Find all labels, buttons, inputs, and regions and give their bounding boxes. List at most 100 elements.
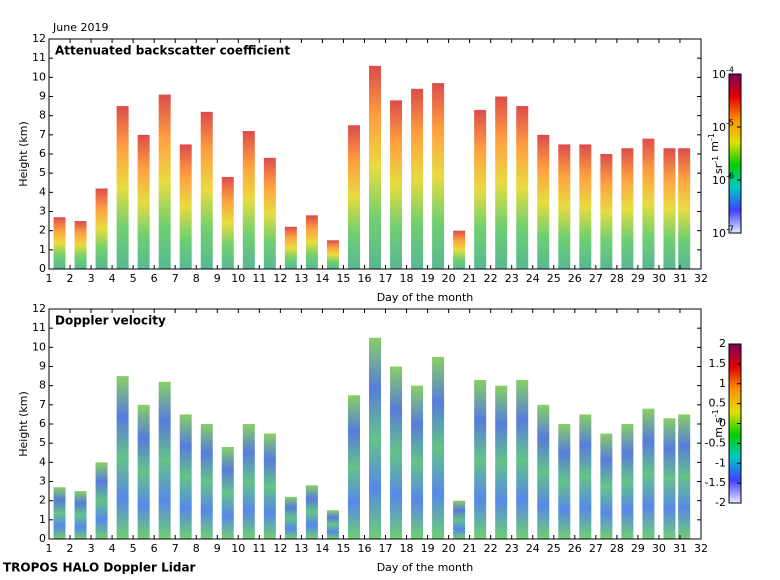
profile-column	[495, 385, 508, 539]
y-tick-label: 8	[39, 109, 46, 122]
x-tick-label: 6	[151, 542, 158, 555]
profile-column	[263, 157, 276, 269]
x-tick-label: 17	[379, 542, 393, 555]
colorbar-tick-label: 1	[719, 377, 726, 390]
profile-column	[678, 414, 691, 539]
profile-column	[137, 404, 150, 539]
x-tick-label: 26	[568, 542, 582, 555]
y-tick-label: 5	[39, 436, 46, 449]
x-tick-label: 29	[631, 272, 645, 285]
footer: TROPOS HALO Doppler Lidar	[3, 561, 196, 575]
y-tick-label: 1	[39, 513, 46, 526]
colorbar-tick-label: 10	[712, 121, 726, 134]
x-tick-label: 3	[88, 272, 95, 285]
y-tick-label: 7	[39, 128, 46, 141]
y-tick-label: 3	[39, 475, 46, 488]
x-tick-label: 7	[172, 272, 179, 285]
profile-column	[326, 510, 339, 539]
profile-column	[95, 188, 108, 269]
y-tick-label: 4	[39, 185, 46, 198]
x-tick-label: 13	[294, 272, 308, 285]
x-tick-label: 28	[610, 542, 624, 555]
x-tick-label: 19	[421, 272, 435, 285]
colorbar-tick-exponent: -7	[726, 225, 734, 234]
x-tick-label: 31	[673, 542, 687, 555]
colorbar-tick-label: 10	[712, 68, 726, 81]
x-tick-label: 10	[231, 542, 245, 555]
y-axis-label: Height (km)	[17, 121, 30, 187]
x-tick-label: 24	[526, 272, 540, 285]
x-tick-label: 9	[214, 272, 221, 285]
profile-column	[305, 215, 318, 269]
y-tick-label: 11	[32, 321, 46, 334]
x-tick-label: 22	[484, 542, 498, 555]
colorbar-tick-label: 10	[712, 174, 726, 187]
profile-column	[369, 65, 381, 269]
x-tick-label: 12	[273, 272, 287, 285]
x-tick-label: 17	[379, 272, 393, 285]
y-tick-label: 10	[32, 70, 46, 83]
x-tick-label: 28	[610, 272, 624, 285]
unit-exponent: -1	[707, 133, 716, 141]
profile-column	[74, 221, 87, 269]
profile-column	[116, 376, 129, 539]
y-tick-label: 0	[39, 532, 46, 545]
profile-column	[453, 500, 466, 539]
y-tick-label: 0	[39, 262, 46, 275]
x-tick-label: 4	[109, 272, 116, 285]
x-tick-label: 3	[88, 542, 95, 555]
profile-column	[200, 424, 213, 539]
x-tick-label: 9	[214, 542, 221, 555]
profile-column	[453, 230, 466, 269]
x-tick-label: 20	[442, 272, 456, 285]
x-tick-label: 27	[589, 272, 603, 285]
y-tick-label: 9	[39, 360, 46, 373]
profile-column	[663, 418, 676, 539]
profile-column	[621, 148, 634, 269]
y-tick-label: 2	[39, 494, 46, 507]
profile-column	[326, 240, 339, 269]
x-tick-label: 5	[130, 272, 137, 285]
date-label: June 2019	[52, 21, 108, 34]
profile-column	[432, 356, 445, 539]
colorbar-tick-label: 2	[719, 337, 726, 350]
x-tick-label: 14	[315, 272, 329, 285]
colorbar-units: sr-1m-1	[707, 133, 726, 174]
profile-column	[558, 424, 571, 539]
profile-column	[390, 366, 403, 539]
x-tick-label: 18	[400, 272, 414, 285]
colorbar-tick-label: 0	[719, 417, 726, 430]
unit-base: m	[712, 427, 725, 438]
profile-column	[663, 148, 676, 269]
colorbar-tick-label: 0.5	[709, 397, 727, 410]
x-axis-label: Day of the month	[377, 561, 474, 574]
unit-exponent: -1	[711, 409, 720, 417]
profile-column	[221, 177, 234, 269]
x-tick-label: 30	[652, 542, 666, 555]
profile-column	[600, 154, 613, 269]
profile-column	[53, 217, 66, 269]
y-tick-label: 5	[39, 166, 46, 179]
x-tick-label: 18	[400, 542, 414, 555]
panel-title: Doppler velocity	[55, 314, 166, 328]
x-tick-label: 16	[357, 542, 371, 555]
profile-column	[537, 404, 550, 539]
y-tick-label: 8	[39, 379, 46, 392]
profile-column	[158, 94, 171, 269]
y-tick-label: 3	[39, 205, 46, 218]
y-tick-label: 1	[39, 243, 46, 256]
x-axis-label: Day of the month	[377, 291, 474, 304]
x-tick-label: 29	[631, 542, 645, 555]
profile-column	[474, 109, 487, 270]
profile-column	[53, 487, 66, 539]
x-tick-label: 32	[694, 272, 708, 285]
profile-column	[347, 395, 360, 539]
profile-column	[263, 433, 276, 539]
x-tick-label: 13	[294, 542, 308, 555]
x-tick-label: 24	[526, 542, 540, 555]
unit-base: m	[708, 141, 721, 152]
y-tick-label: 6	[39, 147, 46, 160]
profile-column	[284, 496, 297, 539]
profile-column	[137, 134, 150, 269]
profile-column	[579, 414, 592, 539]
